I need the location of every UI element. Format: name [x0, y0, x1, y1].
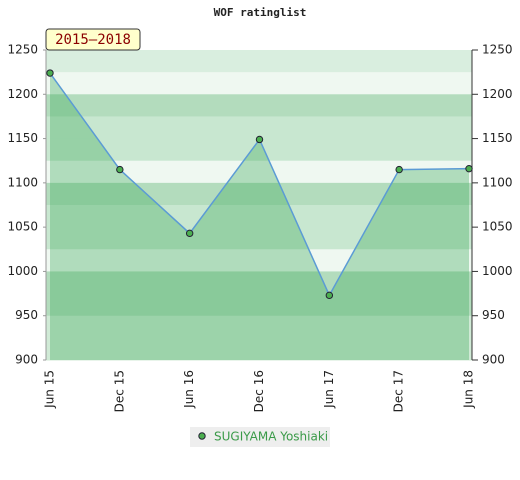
marker [46, 69, 54, 77]
y-tick-label: 900 [15, 353, 38, 367]
y-tick-label: 1250 [7, 43, 38, 57]
x-tick-label: Dec 15 [112, 370, 126, 412]
band [46, 205, 472, 228]
band [46, 50, 472, 73]
y2-tick-label: 1250 [482, 43, 513, 57]
y-tick-label: 950 [15, 308, 38, 322]
band [46, 160, 472, 184]
x-tick-label: Jun 18 [462, 370, 476, 409]
legend-text: SUGIYAMA Yoshiaki [214, 430, 328, 444]
annotation: 2015–2018 [55, 32, 131, 48]
y2-tick-label: 1200 [482, 87, 513, 101]
marker [185, 229, 194, 238]
y2-tick-label: 900 [482, 353, 505, 367]
band [46, 337, 472, 361]
band [46, 315, 472, 339]
y2-tick-label: 1100 [482, 175, 513, 189]
annotation-box [45, 28, 141, 51]
x-tick-label: Jun 15 [43, 370, 57, 409]
y-tick-label: 1100 [7, 175, 38, 189]
band [46, 271, 472, 295]
band [46, 116, 472, 140]
band [46, 94, 472, 117]
band [46, 293, 472, 317]
chart-title: WOF ratinglist [214, 6, 307, 19]
area [50, 73, 469, 361]
band [46, 72, 472, 95]
marker [255, 135, 264, 144]
x-tick-label: Jun 16 [182, 370, 196, 409]
band [46, 227, 472, 250]
y2-tick-label: 1050 [482, 220, 513, 234]
marker [116, 165, 124, 174]
legend-box [190, 427, 330, 447]
marker [325, 291, 334, 300]
marker [395, 165, 403, 174]
x-tick-label: Jun 17 [322, 370, 336, 409]
x-tick-label: Dec 16 [252, 370, 266, 412]
y-tick-label: 1000 [7, 264, 38, 278]
x-tick-label: Dec 17 [392, 370, 406, 412]
y2-tick-label: 1150 [482, 131, 513, 145]
y-tick-label: 1050 [7, 220, 38, 234]
y-tick-label: 1150 [7, 131, 38, 145]
y2-tick-label: 950 [482, 308, 505, 322]
y2-tick-label: 1000 [482, 264, 513, 278]
legend-marker [198, 432, 206, 440]
marker [465, 164, 473, 173]
y-tick-label: 1200 [7, 87, 38, 101]
band [46, 138, 472, 162]
band [46, 249, 472, 272]
